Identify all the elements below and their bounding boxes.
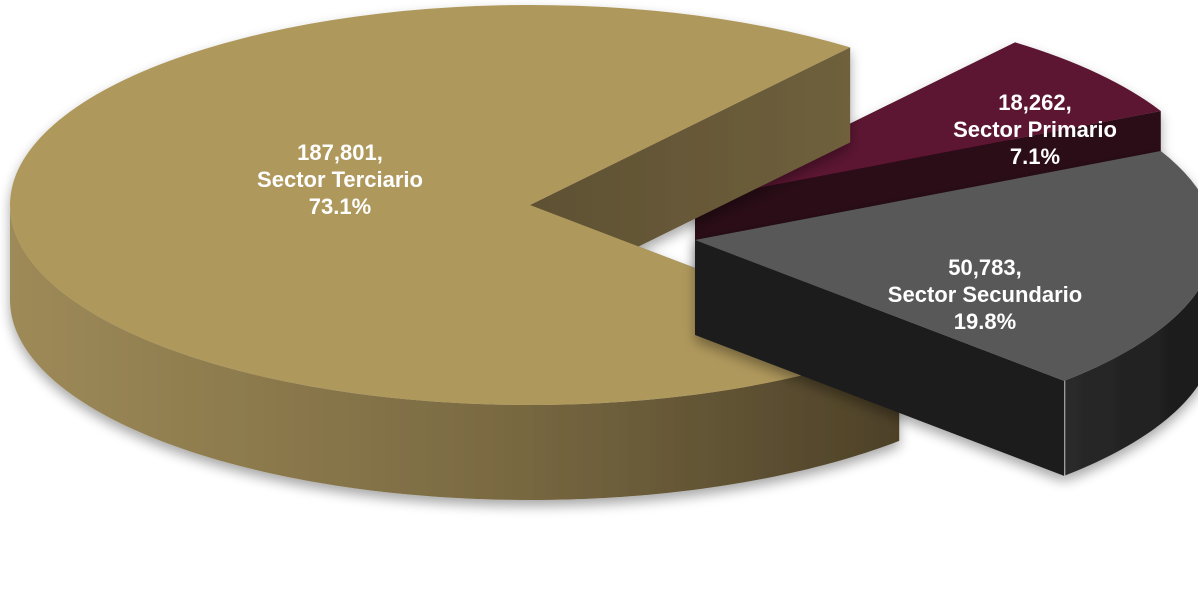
slice-wall <box>695 240 1065 476</box>
data-label-sector-terciario: 187,801, Sector Terciario 73.1% <box>257 140 423 219</box>
slice-top <box>10 5 900 406</box>
slice-side <box>1065 290 1198 476</box>
slice-side <box>10 205 900 500</box>
slice-sector-secundario <box>695 151 1198 476</box>
data-label-sector-secundario: 50,783, Sector Secundario 19.8% <box>888 255 1082 334</box>
slice-top <box>695 151 1198 381</box>
slices-layer <box>10 5 1198 500</box>
labels-layer: 18,262, Sector Primario 7.1% 50,783, Sector … <box>257 90 1117 334</box>
data-label-sector-primario: 18,262, Sector Primario 7.1% <box>953 90 1117 169</box>
